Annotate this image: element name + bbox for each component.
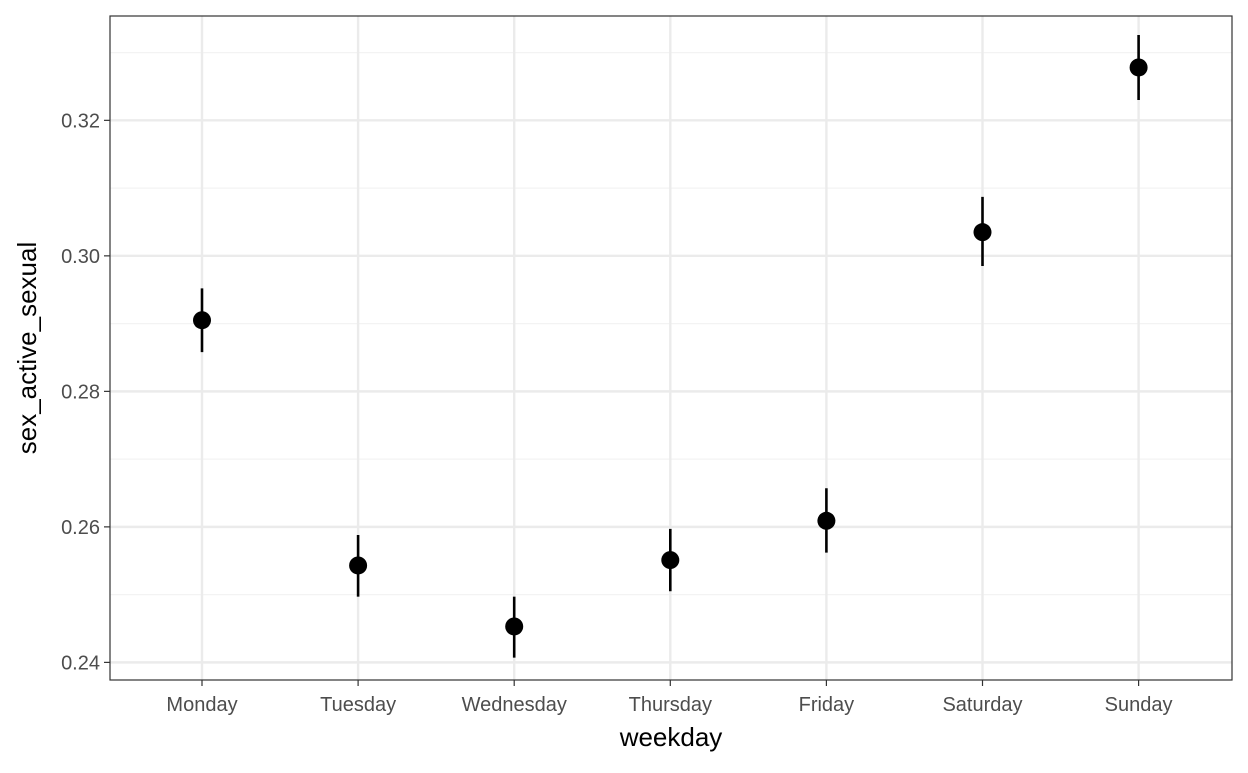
y-tick-label: 0.30 xyxy=(61,246,100,268)
y-tick-label: 0.24 xyxy=(61,652,100,674)
data-point xyxy=(505,617,524,636)
x-tick-label: Wednesday xyxy=(462,694,567,716)
y-axis-title: sex_active_sexual xyxy=(12,242,42,454)
mark-layer xyxy=(193,34,1148,658)
y-tick-label: 0.26 xyxy=(61,517,100,539)
x-axis-title: weekday xyxy=(619,722,723,752)
axis-layer: 0.24 0.26 0.28 0.30 0.32 Monday Tuesday Wednesd… xyxy=(61,110,1172,716)
y-tick-label: 0.28 xyxy=(61,381,100,403)
x-tick-label: Thursday xyxy=(629,694,712,716)
x-tick-label: Tuesday xyxy=(320,694,396,716)
panel-border xyxy=(109,15,1233,681)
x-tick-label: Saturday xyxy=(942,694,1022,716)
data-point xyxy=(193,311,211,330)
x-tick-label: Friday xyxy=(799,694,855,716)
data-point xyxy=(349,556,368,575)
x-tick-label: Sunday xyxy=(1105,694,1173,716)
x-tick-label: Monday xyxy=(166,694,237,716)
data-point xyxy=(973,223,992,242)
data-point xyxy=(1129,58,1148,77)
y-tick-label: 0.32 xyxy=(61,110,100,132)
data-point xyxy=(817,511,836,530)
data-point xyxy=(661,551,680,570)
